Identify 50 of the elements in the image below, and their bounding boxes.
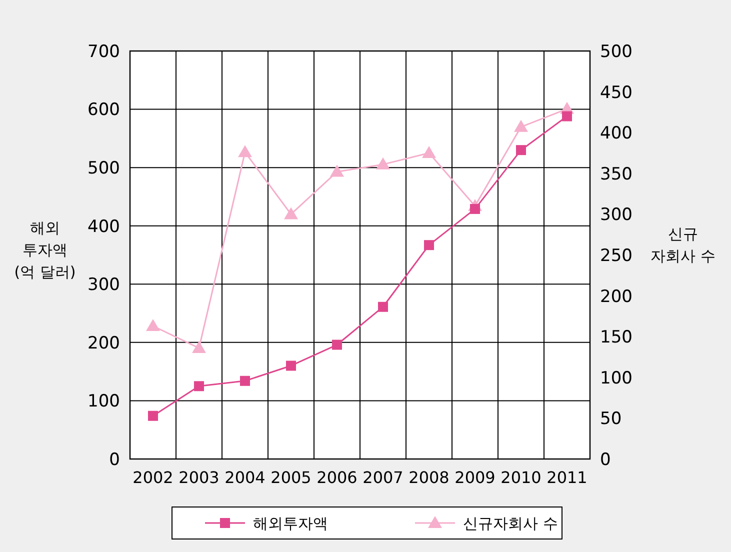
point: [146, 318, 160, 331]
x-tick-label: 2007: [362, 468, 404, 487]
y2-axis-title: 신규 자회사 수: [650, 225, 716, 265]
point: [332, 340, 342, 350]
x-tick-label: 2006: [316, 468, 358, 487]
point: [330, 164, 344, 177]
legend-label: 신규자회사 수: [463, 514, 558, 532]
y2-tick-label: 100: [600, 368, 632, 388]
y-tick-label: 300: [88, 275, 120, 296]
y-tick-label: 0: [109, 450, 120, 470]
point: [378, 302, 388, 312]
y2-tick-label: 400: [600, 124, 632, 144]
point: [516, 145, 526, 156]
y2-tick-label: 0: [600, 450, 611, 470]
point: [192, 341, 206, 354]
point: [376, 157, 390, 170]
y-tick-label: 400: [88, 216, 120, 237]
x-tick-label: 2002: [132, 468, 174, 487]
y2-tick-label: 500: [600, 42, 632, 62]
x-tick-label: 2003: [178, 468, 220, 487]
point: [284, 207, 298, 220]
x-tick-label: 2011: [546, 468, 588, 487]
y2-tick-label: 250: [600, 246, 632, 266]
point: [240, 376, 250, 386]
point: [514, 120, 528, 132]
point: [238, 145, 252, 158]
x-tick-label: 2005: [270, 468, 312, 487]
x-tick-label: 2004: [224, 468, 266, 487]
y-tick-label: 700: [88, 42, 120, 62]
y-tick-label: 100: [88, 392, 120, 412]
x-tick-label: 2009: [454, 468, 496, 487]
point: [424, 240, 434, 250]
x-tick-label: 2008: [408, 468, 450, 487]
y2-tick-label: 300: [600, 205, 632, 226]
x-tick-label: 2010: [500, 468, 542, 487]
y-tick-label: 200: [88, 333, 120, 354]
point: [148, 410, 158, 421]
y2-tick-label: 50: [600, 409, 622, 430]
point: [562, 111, 572, 122]
point: [194, 381, 204, 392]
legend-label: 해외투자액: [253, 514, 328, 532]
y-tick-label: 600: [88, 100, 120, 120]
y2-tick-label: 450: [600, 82, 632, 103]
y-tick-label: 500: [88, 158, 120, 179]
point: [422, 146, 436, 158]
y2-tick-label: 150: [600, 328, 632, 348]
point: [286, 360, 296, 371]
y2-tick-label: 200: [600, 286, 632, 307]
y-axis-title: 해외 투자액 (억 달러): [14, 219, 76, 281]
y2-tick-label: 350: [600, 164, 632, 184]
